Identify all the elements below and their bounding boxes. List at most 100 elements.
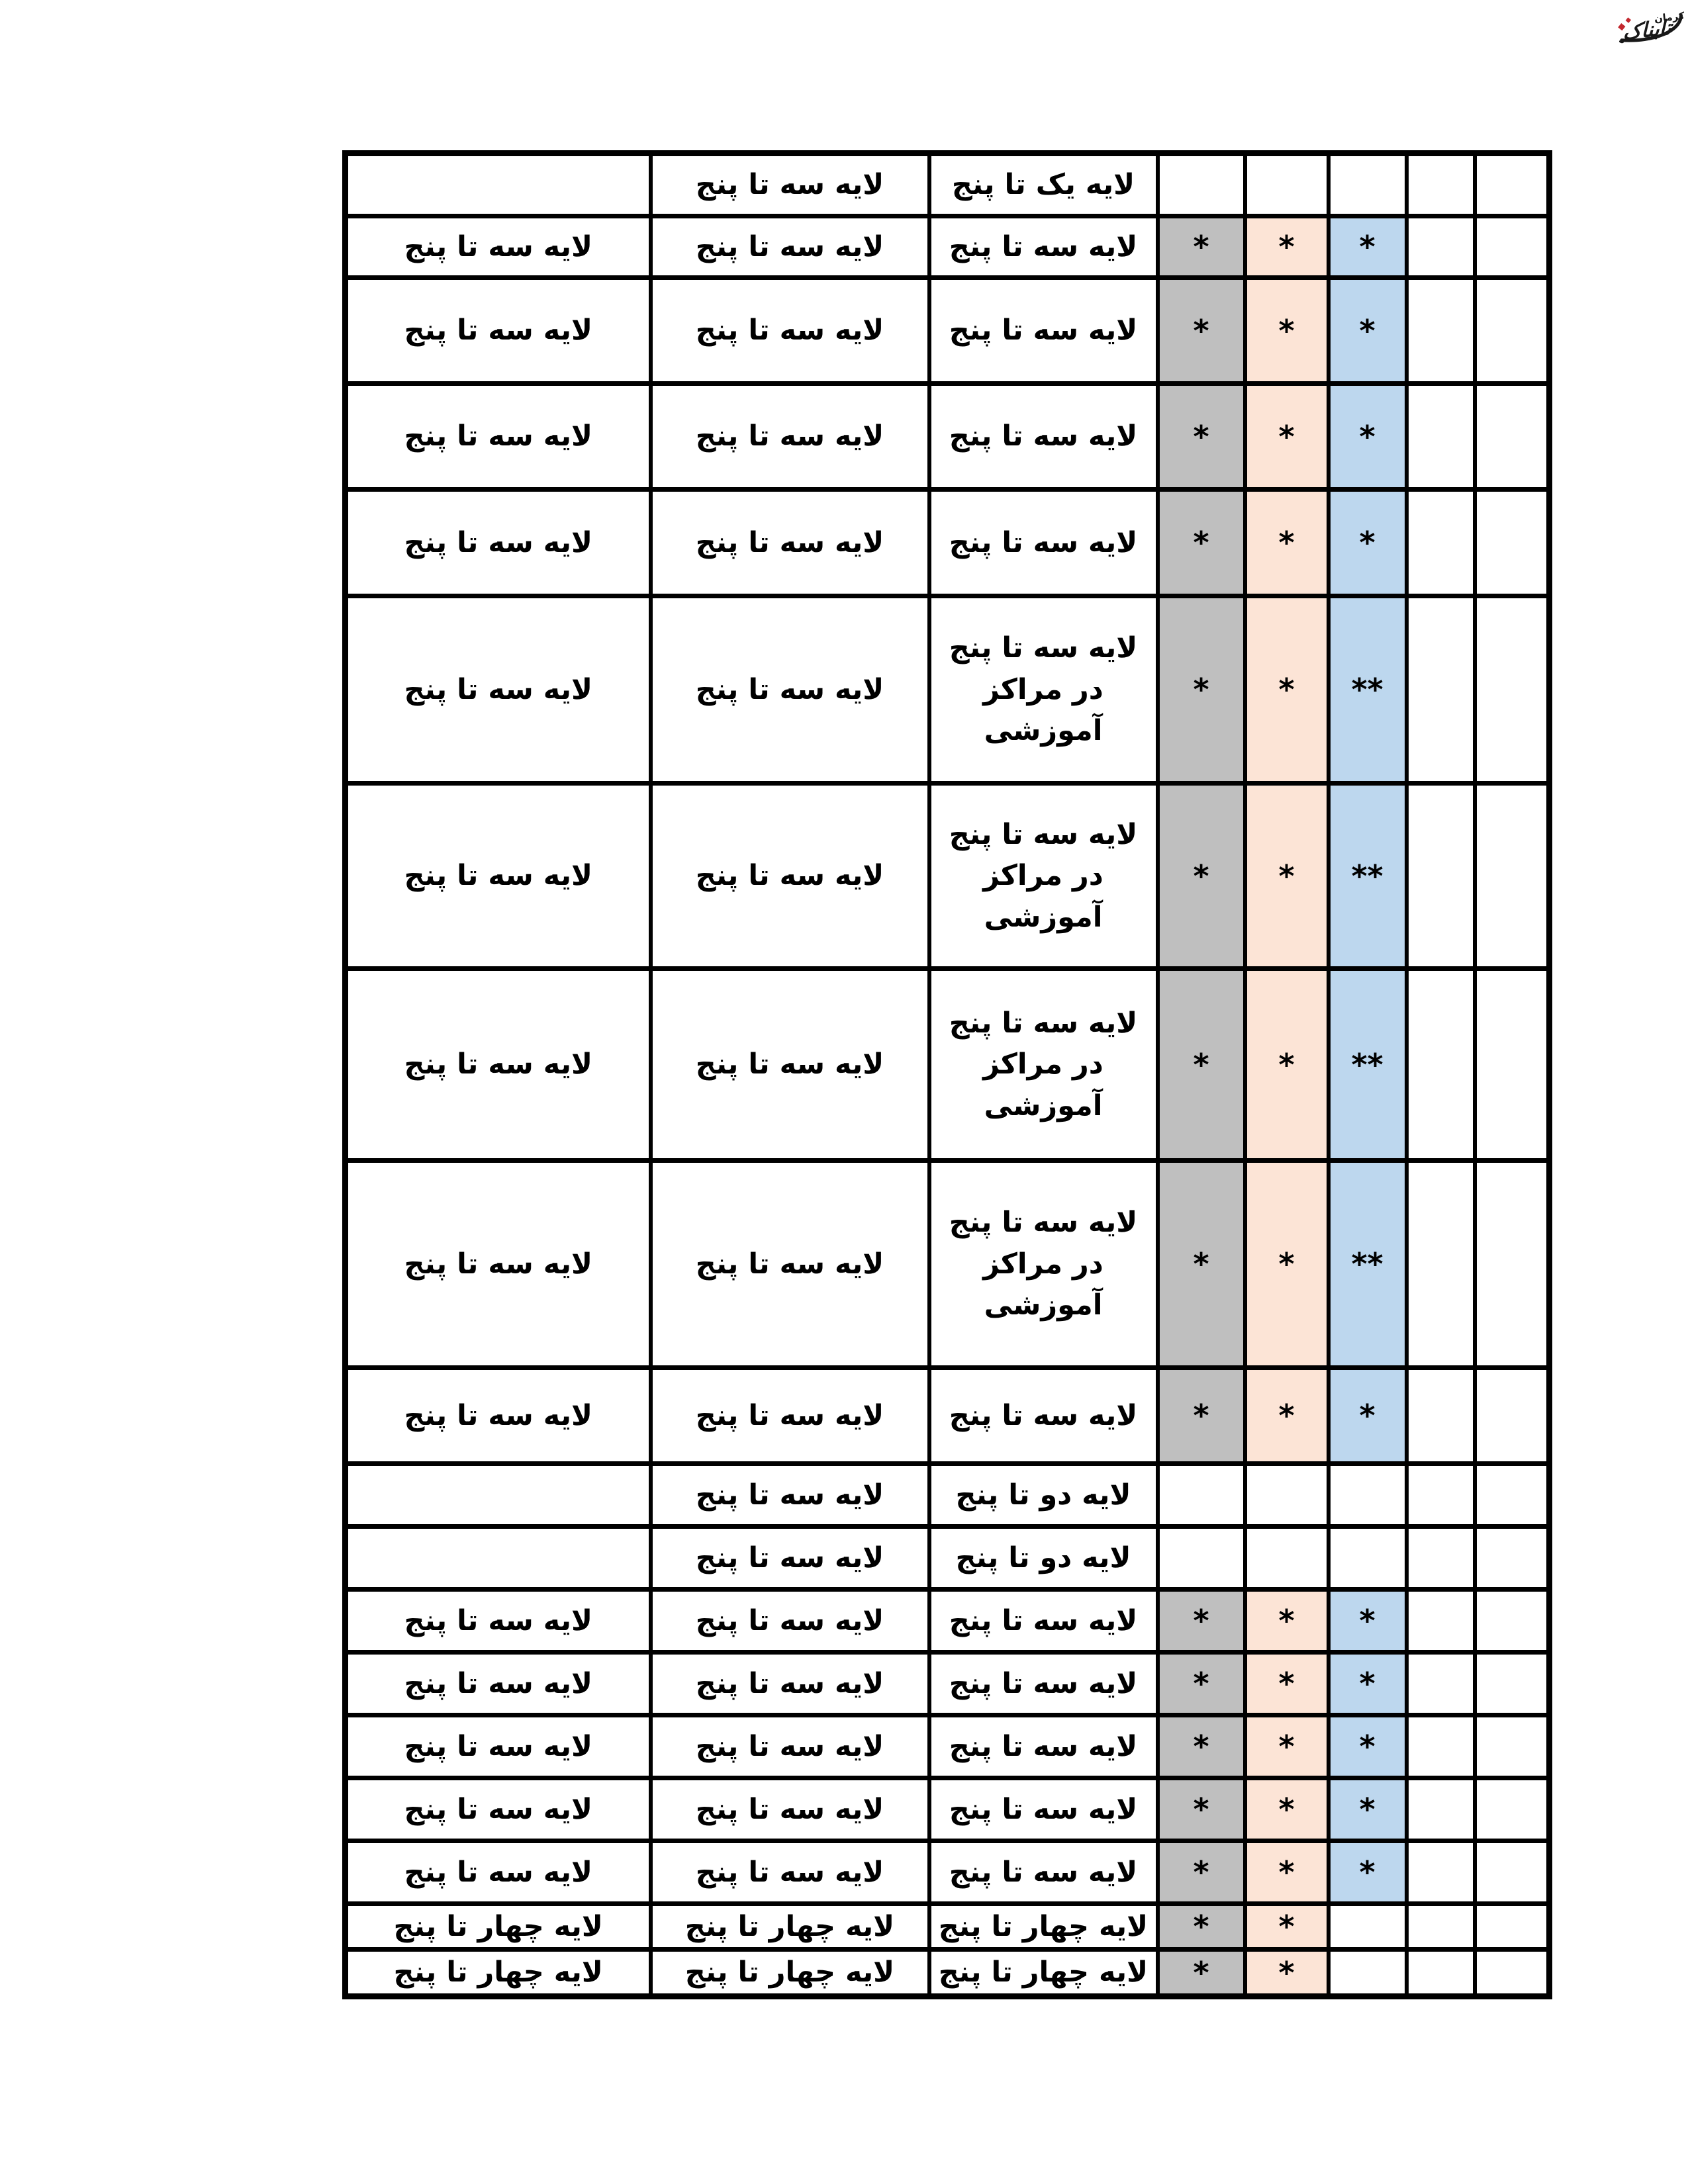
marker-cell [1472, 1776, 1552, 1843]
marker-cell: * [1155, 1365, 1247, 1466]
table-row: لایه سه تا پنج لایه سه تا پنج لایه سه تا پ… [343, 1365, 1552, 1466]
marker-cell: * [1243, 1713, 1331, 1780]
text-cell: لایه سه تا پنج [648, 594, 931, 786]
marker-cell [1404, 1650, 1477, 1717]
marker-cell [1472, 594, 1552, 786]
text-cell: لایه سه تا پنج [343, 487, 653, 598]
marker-cell [1472, 275, 1552, 386]
marker-cell: * [1243, 381, 1331, 492]
marker-cell: * [1243, 781, 1331, 971]
text-cell: لایه سه تا پنج [927, 487, 1160, 598]
marker-cell: * [1243, 1901, 1331, 1952]
text-cell: لایه دو تا پنج [927, 1524, 1160, 1592]
marker-cell [1404, 1158, 1477, 1370]
text-cell: لایه چهار تا پنج [343, 1901, 653, 1952]
table-row: لایه سه تا پنج لایه سه تا پنج لایه سه تا پ… [343, 1713, 1552, 1780]
text-cell: لایه چهار تا پنج [927, 1947, 1160, 1999]
marker-cell [1404, 1839, 1477, 1906]
marker-cell [1404, 275, 1477, 386]
text-cell: لایه سه تا پنج [343, 1713, 653, 1780]
text-cell: لایه سه تا پنج [343, 214, 653, 280]
marker-cell [1243, 151, 1331, 218]
text-cell: لایه سه تا پنج [648, 1158, 931, 1370]
marker-cell [1472, 487, 1552, 598]
text-cell [343, 1524, 653, 1592]
marker-cell [1404, 1587, 1477, 1655]
text-cell: لایه سه تا پنج [343, 1839, 653, 1906]
marker-cell: * [1243, 966, 1331, 1163]
marker-cell: * [1243, 487, 1331, 598]
marker-cell: * [1243, 594, 1331, 786]
marker-cell [1472, 1587, 1552, 1655]
marker-cell: * [1155, 1839, 1247, 1906]
text-cell: لایه سه تا پنج [648, 1461, 931, 1529]
text-cell: لایه سه تا پنج [648, 966, 931, 1163]
marker-cell [1326, 1901, 1409, 1952]
marker-cell [1472, 1947, 1552, 1999]
marker-cell: * [1155, 781, 1247, 971]
text-cell: لایه سه تا پنج [927, 1713, 1160, 1780]
marker-cell: * [1326, 275, 1409, 386]
marker-cell: * [1243, 1650, 1331, 1717]
marker-cell [1472, 1650, 1552, 1717]
marker-cell [1404, 1901, 1477, 1952]
text-cell: لایه سه تا پنج [343, 1158, 653, 1370]
text-cell: لایه سه تا پنج [648, 487, 931, 598]
marker-cell: * [1243, 1839, 1331, 1906]
marker-cell [1243, 1461, 1331, 1529]
marker-cell [1155, 1461, 1247, 1529]
table-body: لایه سه تا پنج لایه یک تا پنج لایه سه تا پ… [343, 151, 1552, 1999]
table-row: لایه سه تا پنج لایه یک تا پنج [343, 151, 1552, 218]
text-cell [343, 151, 653, 218]
marker-cell [1472, 1461, 1552, 1529]
text-cell: لایه سه تا پنج [648, 781, 931, 971]
table-row: لایه سه تا پنج لایه دو تا پنج [343, 1524, 1552, 1592]
marker-cell [1404, 487, 1477, 598]
marker-cell [1326, 1524, 1409, 1592]
text-cell: لایه سه تا پنج [648, 1524, 931, 1592]
table-row: لایه سه تا پنج لایه سه تا پنج لایه سه تا پ… [343, 1839, 1552, 1906]
table-row: لایه سه تا پنج لایه سه تا پنج لایه سه تا پ… [343, 966, 1552, 1163]
logo-title: تابناک [1622, 15, 1671, 45]
marker-cell: * [1155, 1947, 1247, 1999]
text-cell: لایه سه تا پنج [927, 1365, 1160, 1466]
marker-cell [1472, 966, 1552, 1163]
marker-cell [1326, 1461, 1409, 1529]
text-cell: لایه سه تا پنج [648, 1776, 931, 1843]
marker-cell [1326, 1947, 1409, 1999]
text-cell: لایه سه تا پنج [927, 1650, 1160, 1717]
marker-cell [1472, 1524, 1552, 1592]
marker-cell [1404, 1713, 1477, 1780]
marker-cell [1472, 781, 1552, 971]
text-cell: لایه سه تا پنج [927, 1776, 1160, 1843]
text-cell: لایه سه تا پنج [343, 1776, 653, 1843]
marker-cell: * [1326, 1650, 1409, 1717]
marker-cell [1404, 1365, 1477, 1466]
text-cell: لایه سه تا پنج [927, 1587, 1160, 1655]
text-cell: لایه سه تا پنج در مراکز آموزشی [927, 966, 1160, 1163]
marker-cell: * [1155, 1901, 1247, 1952]
marker-cell: ** [1326, 1158, 1409, 1370]
marker-cell: * [1243, 275, 1331, 386]
marker-cell: * [1243, 1158, 1331, 1370]
marker-cell: * [1155, 594, 1247, 786]
text-cell: لایه سه تا پنج [648, 151, 931, 218]
text-cell: لایه چهار تا پنج [927, 1901, 1160, 1952]
marker-cell: ** [1326, 966, 1409, 1163]
text-cell: لایه سه تا پنج [343, 1365, 653, 1466]
marker-cell [1404, 1947, 1477, 1999]
table-row: لایه سه تا پنج لایه دو تا پنج [343, 1461, 1552, 1529]
text-cell: لایه سه تا پنج [648, 1365, 931, 1466]
text-cell: لایه سه تا پنج [648, 275, 931, 386]
marker-cell [1404, 1776, 1477, 1843]
text-cell: لایه سه تا پنج [343, 275, 653, 386]
text-cell: لایه دو تا پنج [927, 1461, 1160, 1529]
text-cell: لایه سه تا پنج در مراکز آموزشی [927, 781, 1160, 971]
marker-cell: * [1155, 1776, 1247, 1843]
marker-cell: * [1155, 381, 1247, 492]
marker-cell [1472, 1839, 1552, 1906]
marker-cell: * [1326, 1365, 1409, 1466]
marker-cell [1404, 966, 1477, 1163]
marker-cell [1472, 214, 1552, 280]
